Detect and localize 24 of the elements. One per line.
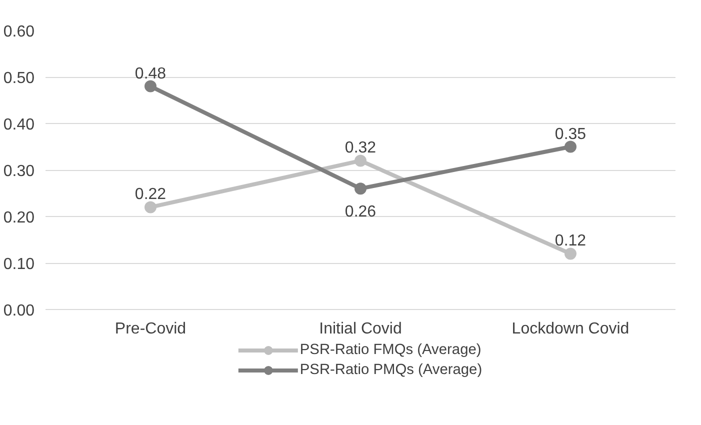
legend-label: PSR-Ratio PMQs (Average) (300, 362, 482, 378)
point (354, 182, 366, 195)
point (564, 140, 576, 153)
data-label: 0.32 (344, 140, 376, 157)
y-tick-label: 0.20 (3, 210, 35, 226)
data-label: 0.12 (554, 232, 586, 250)
x-tick-label: Lockdown Covid (512, 320, 630, 338)
y-tick-label: 0.00 (3, 302, 35, 320)
y-tick-label: 0.60 (3, 24, 35, 40)
data-label: 0.48 (134, 65, 166, 82)
point (564, 248, 576, 260)
y-tick-label: 0.10 (3, 256, 35, 273)
y-tick-label: 0.50 (3, 70, 35, 87)
point (144, 201, 156, 214)
x-tick-label: Initial Covid (319, 320, 402, 338)
legend-label: PSR-Ratio FMQs (Average) (300, 342, 482, 358)
y-tick-label: 0.30 (3, 163, 35, 180)
point (144, 80, 156, 92)
x-tick-label: Pre-Covid (114, 320, 186, 338)
data-label: 0.35 (554, 126, 586, 143)
y-tick-label: 0.40 (3, 116, 35, 134)
data-label: 0.26 (344, 204, 376, 221)
point (354, 154, 366, 167)
data-label: 0.22 (134, 186, 166, 204)
